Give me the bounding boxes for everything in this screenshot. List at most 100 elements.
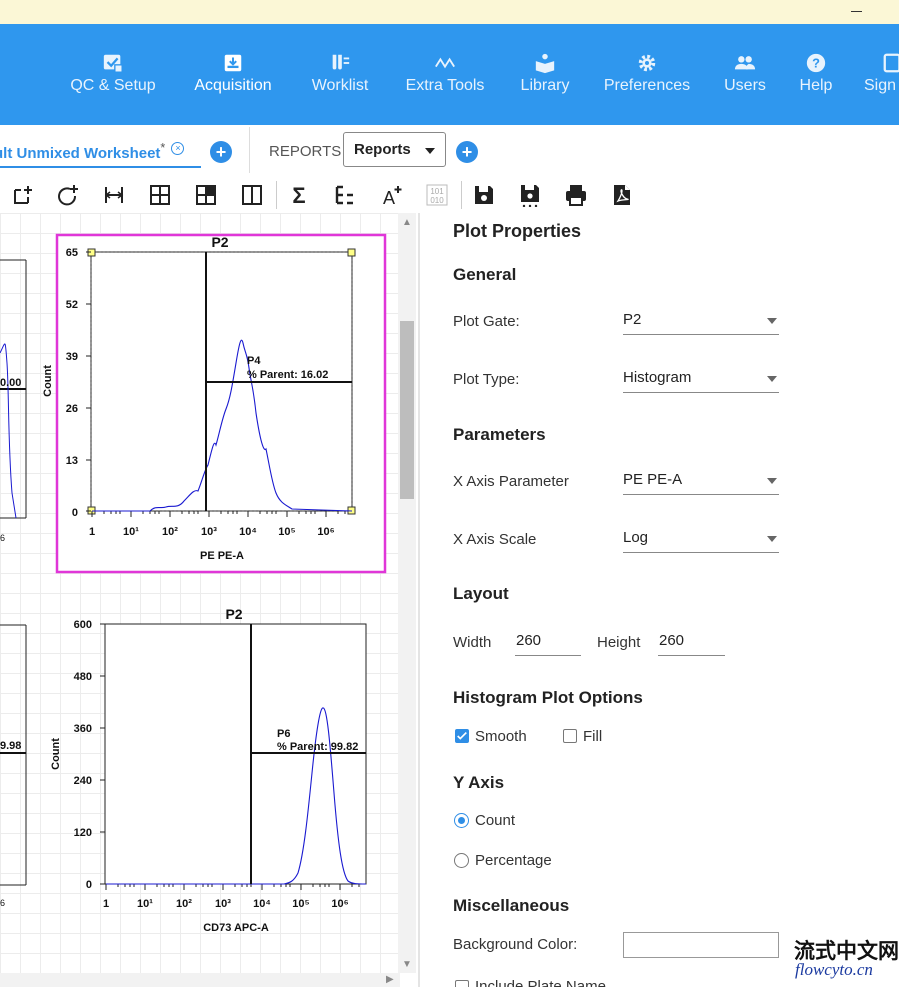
x-axis-scale-label: X Axis Scale — [453, 531, 537, 548]
percentage-label: Percentage — [475, 852, 552, 869]
gate-name: P6 — [277, 728, 290, 740]
split-view-icon[interactable] — [240, 183, 264, 207]
include-plate-name-checkbox[interactable] — [455, 980, 469, 987]
reports-dropdown[interactable]: Reports — [343, 132, 446, 167]
toolbar-separator — [276, 181, 277, 209]
canvas-vertical-scrollbar[interactable]: ▲ ▼ — [398, 213, 416, 973]
add-plot-icon[interactable] — [56, 183, 80, 207]
stub-stat-text: 9.98 — [0, 740, 21, 752]
x-axis-ticks: 1 10¹ 10² 10³ 10⁴ 10⁵ 10⁶ — [103, 884, 360, 910]
worksheet-tab[interactable]: ult Unmixed Worksheet* × — [0, 141, 185, 162]
nav-label: Users — [724, 77, 766, 94]
partial-plot-top-left[interactable]: 0.00 6 — [0, 259, 27, 543]
x-axis-parameter-value: PE PE-A — [623, 471, 683, 488]
nav-worklist[interactable]: Worklist — [305, 52, 375, 102]
nav-label: Sign — [864, 77, 897, 94]
nav-qc-setup[interactable]: QC & Setup — [66, 52, 160, 102]
save-icon[interactable] — [472, 183, 496, 207]
gate-statistic: % Parent: 16.02 — [247, 369, 328, 381]
plot-gate-label: Plot Gate: — [453, 313, 520, 330]
nav-library[interactable]: Library — [517, 52, 573, 102]
add-gate-icon[interactable] — [11, 183, 35, 207]
y-tick-label: 240 — [74, 775, 92, 787]
x-tick-label: 10² — [162, 526, 178, 538]
quadrant-gate-icon[interactable] — [148, 183, 172, 207]
background-color-picker[interactable] — [623, 932, 779, 958]
width-input[interactable]: 260 — [515, 626, 581, 656]
x-tick-label: 10⁴ — [253, 898, 271, 910]
nav-extra-tools[interactable]: Extra Tools — [402, 52, 488, 102]
smooth-checkbox[interactable] — [455, 729, 469, 743]
height-input[interactable]: 260 — [658, 626, 725, 656]
nav-users[interactable]: Users — [722, 52, 768, 102]
gate-name: P4 — [247, 355, 261, 367]
print-icon[interactable] — [564, 183, 588, 207]
y-axis-ticks: 65 52 39 26 13 0 — [66, 247, 91, 519]
y-tick-label: 39 — [66, 351, 78, 363]
x-tick-label: 10³ — [201, 526, 217, 538]
grid-icon[interactable] — [194, 183, 218, 207]
scroll-up-icon[interactable]: ▲ — [402, 217, 412, 228]
scroll-right-icon[interactable]: ▶ — [386, 974, 394, 985]
y-tick-label: 0 — [72, 507, 78, 519]
y-axis-ticks: 600 480 360 240 120 0 — [74, 619, 105, 891]
text-annotation-icon[interactable]: A — [379, 183, 403, 208]
help-question-icon: ? — [806, 53, 826, 73]
count-radio[interactable] — [454, 813, 469, 828]
x-axis-label: CD73 APC-A — [203, 922, 269, 934]
add-worksheet-button[interactable]: + — [210, 141, 232, 163]
plus-icon: + — [215, 142, 227, 162]
percentage-radio[interactable] — [454, 853, 469, 868]
y-tick-label: 26 — [66, 403, 78, 415]
width-value: 260 — [516, 632, 542, 649]
statistics-sigma-icon[interactable]: Σ — [287, 183, 311, 208]
watermark-line1: 流式中文网 — [794, 939, 899, 963]
partial-plot-bottom-left[interactable]: 9.98 6 — [0, 624, 27, 908]
plot-title: P2 — [225, 606, 242, 622]
watermark-logo: 流式中文网 flowcyto.cn — [792, 933, 899, 987]
nav-help[interactable]: ? Help — [796, 52, 836, 102]
scrollbar-thumb[interactable] — [400, 321, 414, 499]
plot-properties-panel: Plot Properties General Plot Gate: P2 Pl… — [420, 213, 899, 987]
canvas-horizontal-scrollbar[interactable]: ▶ — [0, 973, 400, 987]
x-axis-parameter-select[interactable]: PE PE-A — [623, 465, 779, 495]
x-tick-label: 10⁶ — [317, 526, 334, 538]
nav-sign-out[interactable]: Sign — [864, 52, 899, 102]
scroll-down-icon[interactable]: ▼ — [402, 959, 412, 970]
fill-checkbox[interactable] — [563, 729, 577, 743]
add-report-button[interactable]: + — [456, 141, 478, 163]
svg-text:101: 101 — [430, 187, 444, 196]
x-axis-label: PE PE-A — [200, 550, 244, 562]
panel-divider[interactable] — [418, 213, 420, 987]
resize-handle[interactable] — [347, 248, 356, 257]
chevron-down-icon — [767, 318, 777, 324]
x-tick-label: 10¹ — [123, 526, 139, 538]
y-tick-label: 120 — [74, 827, 92, 839]
histogram-options-heading: Histogram Plot Options — [453, 688, 643, 707]
binary-icon[interactable]: 101 010 — [425, 183, 449, 207]
x-minor-tick-marks — [103, 511, 346, 514]
properties-title: Plot Properties — [453, 221, 582, 241]
nav-acquisition[interactable]: Acquisition — [188, 52, 278, 102]
save-as-icon[interactable] — [518, 183, 542, 208]
histogram-plot-cd73[interactable]: P2 600 480 360 240 120 0 Count 1 10¹ 10²… — [50, 606, 367, 934]
library-book-icon — [535, 53, 555, 74]
tab-separator — [249, 127, 250, 173]
background-color-label: Background Color: — [453, 936, 578, 953]
plot-type-select[interactable]: Histogram — [623, 363, 779, 393]
close-tab-icon[interactable]: × — [171, 142, 185, 155]
y-tick-label: 0 — [86, 879, 92, 891]
plot-gate-select[interactable]: P2 — [623, 305, 779, 335]
histogram-curve — [106, 707, 367, 885]
hierarchy-icon[interactable] — [333, 183, 357, 207]
chevron-down-icon — [767, 478, 777, 484]
worksheet-canvas[interactable]: 0.00 6 9.98 6 P2 65 52 39 26 — [0, 213, 400, 987]
pdf-icon[interactable] — [610, 183, 634, 207]
nav-preferences[interactable]: Preferences — [601, 52, 693, 102]
histogram-plot-pe[interactable]: P2 65 52 39 26 13 0 Count 1 10¹ — [42, 233, 387, 574]
plus-icon: + — [461, 142, 473, 162]
minimize-icon[interactable] — [851, 11, 862, 12]
x-axis-scale-select[interactable]: Log — [623, 523, 779, 553]
interval-gate-icon[interactable] — [102, 183, 126, 207]
top-navigation: QC & Setup Acquisition Worklist Extra To… — [0, 24, 899, 125]
